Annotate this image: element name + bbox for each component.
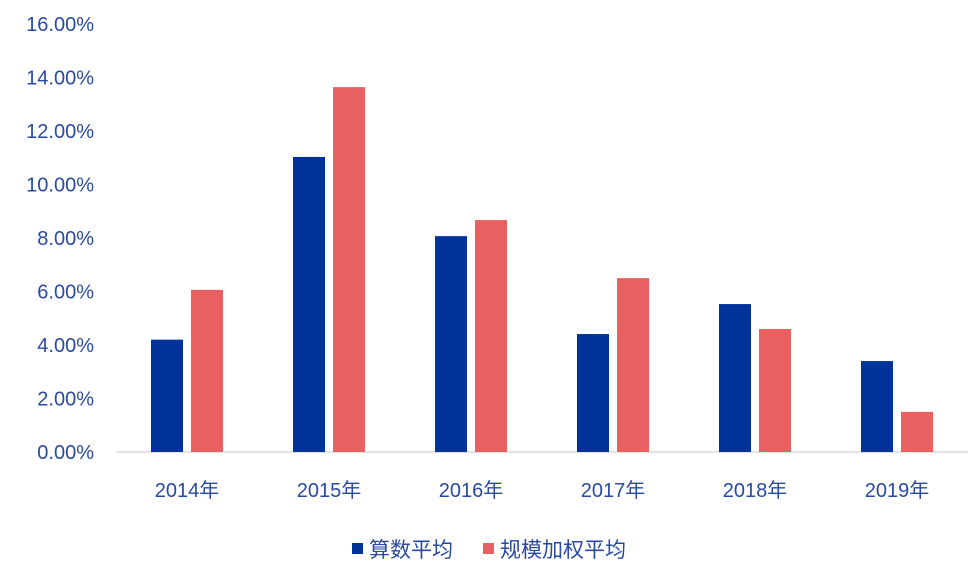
bar-weighted-avg xyxy=(333,87,365,452)
y-tick-label: 14.00% xyxy=(26,68,94,90)
x-tick-label: 2015年 xyxy=(297,479,362,502)
legend-label: 规模加权平均 xyxy=(500,539,626,562)
x-tick-label: 2018年 xyxy=(723,479,788,502)
y-tick-label: 8.00% xyxy=(37,228,94,250)
y-tick-label: 0.00% xyxy=(37,442,94,464)
bar-weighted-avg xyxy=(901,411,933,452)
y-tick-label: 16.00% xyxy=(26,14,94,36)
bar-weighted-avg xyxy=(759,328,791,452)
bar-weighted-avg xyxy=(617,278,649,452)
bar-weighted-avg xyxy=(191,289,223,452)
y-tick-label: 2.00% xyxy=(37,389,94,411)
y-tick-label: 10.00% xyxy=(26,175,94,197)
legend-swatch xyxy=(483,543,494,554)
bar-arithmetic-avg xyxy=(577,334,609,452)
bar-arithmetic-avg xyxy=(861,361,893,452)
x-tick-label: 2014年 xyxy=(155,479,220,502)
bar-arithmetic-avg xyxy=(719,304,751,452)
x-tick-label: 2017年 xyxy=(581,479,646,502)
bar-arithmetic-avg xyxy=(151,339,183,452)
bar-arithmetic-avg xyxy=(293,156,325,452)
y-tick-label: 4.00% xyxy=(37,335,94,357)
y-tick-label: 6.00% xyxy=(37,282,94,304)
legend-swatch xyxy=(352,543,363,554)
x-tick-label: 2019年 xyxy=(865,479,930,502)
bar-weighted-avg xyxy=(475,220,507,452)
y-tick-label: 12.00% xyxy=(26,121,94,143)
legend-label: 算数平均 xyxy=(369,539,453,562)
bar-arithmetic-avg xyxy=(435,236,467,452)
x-tick-label: 2016年 xyxy=(439,479,504,502)
